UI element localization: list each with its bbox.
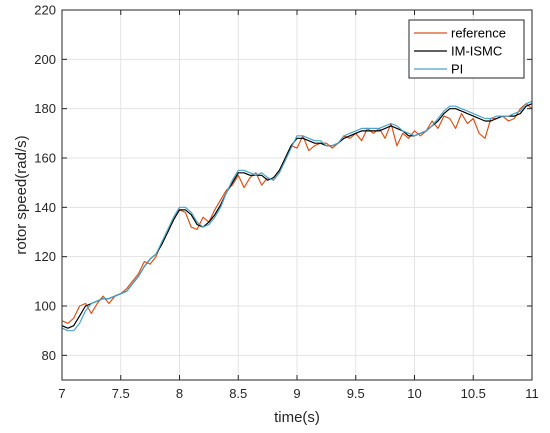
legend-label-reference: reference — [451, 26, 506, 41]
y-tick-label: 200 — [34, 52, 56, 67]
x-tick-label: 9 — [293, 386, 300, 401]
x-tick-label: 11 — [525, 386, 539, 401]
y-tick-label: 120 — [34, 249, 56, 264]
x-tick-label: 10 — [407, 386, 421, 401]
legend-label-pi: PI — [451, 62, 463, 77]
y-tick-label: 80 — [42, 348, 56, 363]
y-tick-label: 100 — [34, 299, 56, 314]
axis-ticks — [61, 9, 533, 380]
y-tick-label: 180 — [34, 101, 56, 116]
x-tick-label: 8.5 — [229, 386, 247, 401]
axis-tick-labels: 7 7.5 8 8.5 9 9.5 10 10.5 11 80 100 120 140 160 180 200… — [34, 3, 538, 402]
y-tick-label: 160 — [34, 151, 56, 166]
series-line-reference — [61, 103, 533, 324]
series-line-pi — [61, 100, 533, 332]
series-layer — [61, 100, 533, 332]
y-tick-label: 140 — [34, 200, 56, 215]
x-axis-title: time(s) — [274, 409, 320, 426]
x-tick-label: 8 — [176, 386, 183, 401]
y-axis-title: rotor speed(rad/s) — [13, 135, 30, 254]
legend-box — [408, 19, 525, 79]
x-tick-label: 10.5 — [461, 386, 486, 401]
legend: reference IM-ISMC PI — [408, 19, 525, 79]
y-tick-label: 220 — [34, 3, 56, 18]
x-tick-label: 9.5 — [347, 386, 365, 401]
x-tick-label: 7.5 — [112, 386, 130, 401]
legend-label-im-ismc: IM-ISMC — [451, 44, 502, 59]
x-tick-label: 7 — [58, 386, 65, 401]
